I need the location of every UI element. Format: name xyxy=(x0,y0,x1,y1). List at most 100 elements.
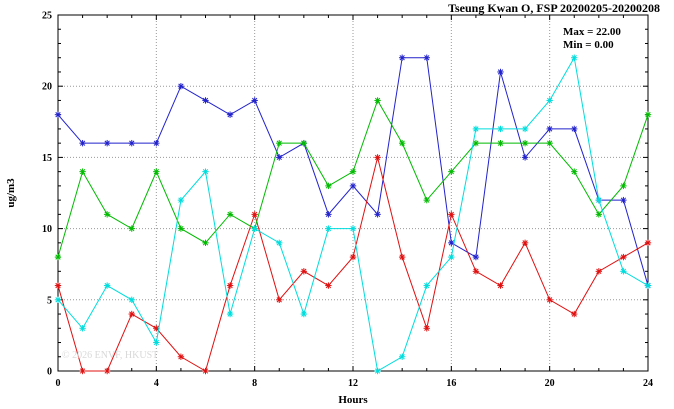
marker-asterisk xyxy=(595,211,603,218)
marker-asterisk xyxy=(54,111,62,118)
marker-asterisk xyxy=(374,97,381,104)
marker-asterisk xyxy=(128,310,135,318)
marker-asterisk xyxy=(374,154,381,161)
marker-asterisk xyxy=(398,54,406,61)
marker-asterisk xyxy=(103,367,111,375)
marker-asterisk xyxy=(226,111,234,118)
marker-asterisk xyxy=(521,125,529,133)
x-tick-label: 12 xyxy=(348,378,358,389)
marker-asterisk xyxy=(177,353,185,360)
marker-asterisk xyxy=(251,97,258,104)
marker-asterisk xyxy=(226,211,234,218)
marker-asterisk xyxy=(202,97,209,104)
marker-asterisk xyxy=(571,125,578,133)
x-tick-label: 0 xyxy=(56,378,61,389)
marker-asterisk xyxy=(448,253,455,261)
y-tick-label: 0 xyxy=(47,367,52,378)
marker-asterisk xyxy=(226,282,234,289)
marker-asterisk xyxy=(571,168,578,175)
marker-asterisk xyxy=(202,239,209,247)
marker-asterisk xyxy=(546,125,553,133)
marker-asterisk xyxy=(546,97,553,104)
marker-asterisk xyxy=(300,310,308,318)
marker-asterisk xyxy=(79,168,86,175)
chart-title: Tseung Kwan O, FSP 20200205-20200208 xyxy=(448,1,660,15)
marker-asterisk xyxy=(325,282,332,289)
marker-asterisk xyxy=(546,139,553,147)
marker-asterisk xyxy=(128,225,135,232)
marker-asterisk xyxy=(423,282,430,289)
marker-asterisk xyxy=(103,211,111,218)
axis-ticks xyxy=(57,14,649,372)
marker-asterisk xyxy=(521,239,529,247)
marker-asterisk xyxy=(251,225,258,232)
marker-asterisk xyxy=(472,139,480,147)
marker-asterisk xyxy=(177,196,185,204)
marker-asterisk xyxy=(153,139,160,147)
marker-asterisk xyxy=(472,268,480,275)
y-tick-label: 10 xyxy=(42,224,52,235)
marker-asterisk xyxy=(276,154,283,161)
marker-asterisk xyxy=(300,139,308,147)
max-annotation: Max = 22.00 xyxy=(563,26,621,38)
marker-asterisk xyxy=(128,296,135,303)
marker-asterisk xyxy=(177,83,185,90)
marker-asterisk xyxy=(595,268,603,275)
x-tick-label: 24 xyxy=(643,378,653,389)
marker-asterisk xyxy=(497,125,504,133)
marker-asterisk xyxy=(202,168,209,175)
marker-asterisk xyxy=(153,168,160,175)
marker-asterisk xyxy=(644,111,652,118)
marker-asterisk xyxy=(103,282,111,289)
x-tick-label: 20 xyxy=(545,378,555,389)
marker-asterisk xyxy=(251,211,258,218)
marker-asterisk xyxy=(423,54,430,61)
marker-asterisk xyxy=(202,367,209,375)
marker-asterisk xyxy=(276,139,283,147)
marker-asterisk xyxy=(349,168,357,175)
marker-asterisk xyxy=(620,253,627,261)
marker-asterisk xyxy=(54,282,62,289)
marker-asterisk xyxy=(448,239,455,247)
marker-asterisk xyxy=(226,310,234,318)
marker-asterisk xyxy=(349,225,357,232)
y-tick-label: 5 xyxy=(47,295,52,306)
y-tick-label: 20 xyxy=(42,82,52,93)
series-red xyxy=(54,154,652,375)
marker-asterisk xyxy=(276,296,283,303)
data-series xyxy=(54,54,652,375)
marker-asterisk xyxy=(620,196,627,204)
marker-asterisk xyxy=(571,310,578,318)
marker-asterisk xyxy=(595,196,603,204)
marker-asterisk xyxy=(128,139,135,147)
marker-asterisk xyxy=(54,253,62,261)
marker-asterisk xyxy=(644,239,652,247)
marker-asterisk xyxy=(79,325,86,332)
min-annotation: Min = 0.00 xyxy=(563,39,614,51)
marker-asterisk xyxy=(497,139,504,147)
marker-asterisk xyxy=(620,268,627,275)
marker-asterisk xyxy=(472,253,480,261)
marker-asterisk xyxy=(177,225,185,232)
x-tick-label: 16 xyxy=(446,378,456,389)
marker-asterisk xyxy=(521,154,529,161)
series-green xyxy=(54,97,652,261)
tick-labels: 0 4 8 12 16 20 24 0 5 10 15 20 25 xyxy=(42,11,653,390)
marker-asterisk xyxy=(546,296,553,303)
marker-asterisk xyxy=(276,239,283,247)
marker-asterisk xyxy=(374,211,381,218)
marker-asterisk xyxy=(620,182,627,190)
marker-asterisk xyxy=(374,367,381,375)
marker-asterisk xyxy=(79,139,86,147)
marker-asterisk xyxy=(448,168,455,175)
marker-asterisk xyxy=(349,182,357,190)
marker-asterisk xyxy=(54,296,62,303)
series-cyan xyxy=(54,54,652,375)
marker-asterisk xyxy=(325,225,332,232)
marker-asterisk xyxy=(497,282,504,289)
marker-asterisk xyxy=(448,211,455,218)
marker-asterisk xyxy=(644,282,652,289)
grid-lines xyxy=(58,15,648,371)
